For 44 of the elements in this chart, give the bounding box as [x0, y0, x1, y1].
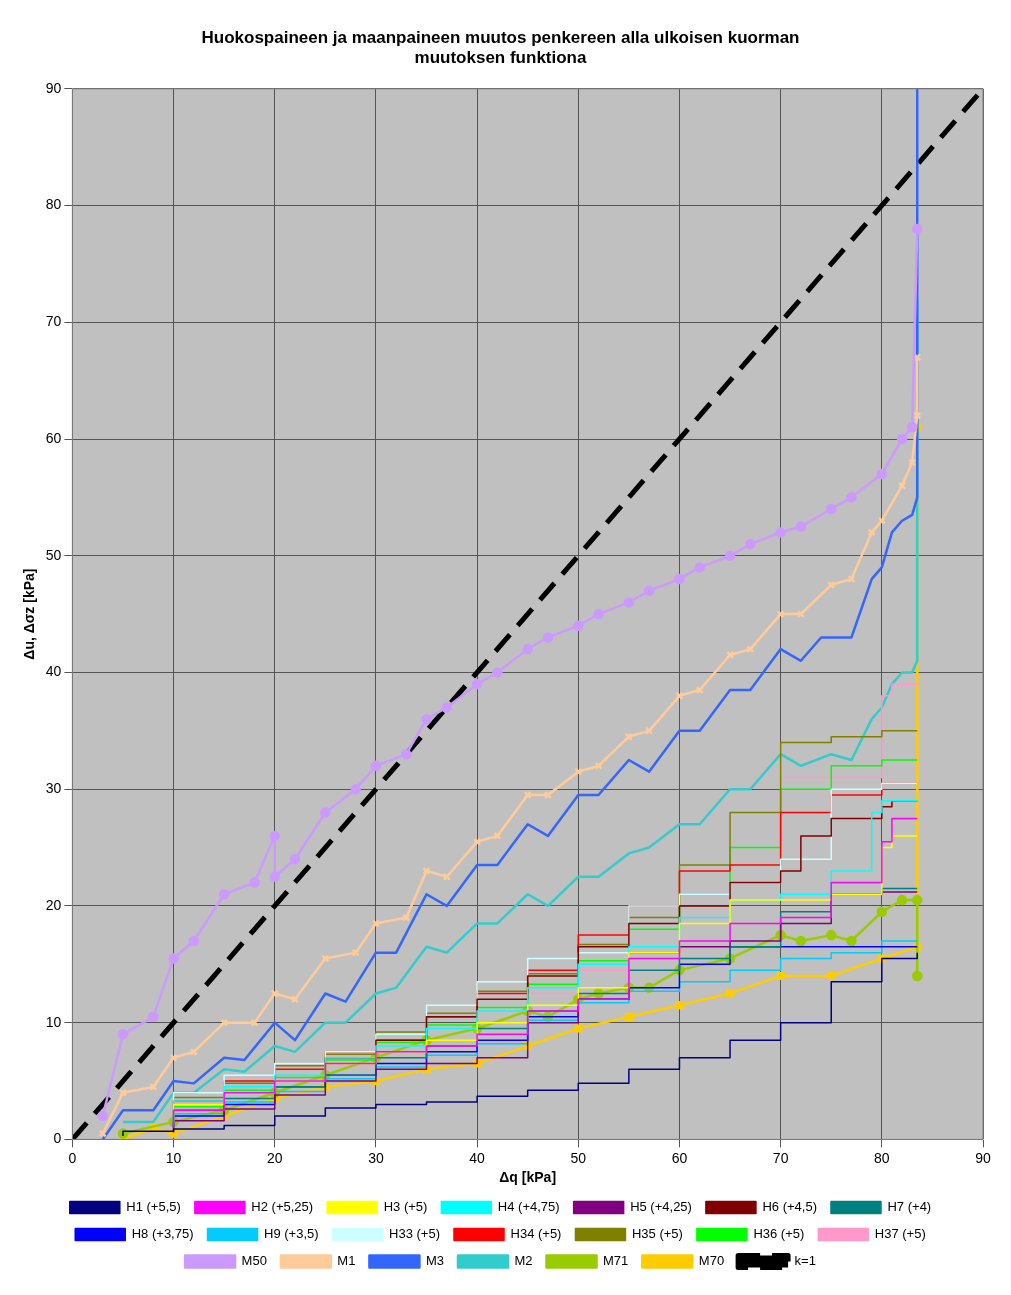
x-tick-label: 80 [874, 1149, 890, 1166]
y-tick-label: 80 [45, 196, 62, 213]
legend-label: M70 [698, 1253, 725, 1269]
legend-label: M1 [337, 1253, 356, 1269]
x-axis-title: Δq [kPa] [499, 1169, 557, 1186]
legend-label: H37 (+5) [874, 1226, 926, 1242]
y-tick-label: 40 [45, 663, 62, 680]
y-tick-label: 10 [45, 1013, 62, 1030]
legend-label: H34 (+5) [510, 1226, 562, 1242]
y-tick-label: 20 [45, 896, 62, 913]
x-tick-label: 20 [266, 1149, 283, 1166]
x-tick-label: 50 [570, 1149, 587, 1166]
y-tick-label: 70 [45, 313, 62, 330]
legend-label: H7 (+4) [887, 1199, 932, 1215]
y-tick-label: 0 [53, 1130, 62, 1147]
legend-label: H36 (+5) [753, 1226, 805, 1242]
legend-label: H33 (+5) [389, 1226, 441, 1242]
chart-title: Huokospaineen ja maanpaineen muutos penkereen alla ulkoisen kuorman muutoksen funktiona [201, 27, 800, 68]
y-tick-label: 30 [45, 780, 62, 797]
legend-label: H8 (+3,75) [131, 1226, 194, 1242]
y-tick-label: 60 [45, 429, 62, 446]
legend-label: k=1 [794, 1253, 816, 1269]
legend-label: M71 [603, 1253, 629, 1269]
x-tick-label: 60 [671, 1149, 688, 1166]
legend-label: H4 (+4,75) [497, 1199, 560, 1215]
legend-label: M3 [425, 1253, 444, 1269]
x-tick-label: 10 [165, 1149, 182, 1166]
x-tick-label: 70 [772, 1149, 789, 1166]
y-axis-title: Δu, Δσz [kPa] [21, 568, 38, 660]
legend-label: H9 (+3,5) [264, 1226, 319, 1242]
legend-label: M50 [241, 1253, 267, 1269]
legend-label: H3 (+5) [383, 1199, 428, 1215]
x-tick-label: 90 [975, 1149, 991, 1166]
legend-label: H35 (+5) [631, 1226, 683, 1242]
legend-label: H6 (+4,5) [762, 1199, 817, 1215]
y-tick-label: 90 [45, 79, 62, 96]
y-tick-label: 50 [45, 546, 62, 563]
legend-label: H5 (+4,25) [630, 1199, 692, 1215]
x-tick-label: 30 [368, 1149, 384, 1166]
legend-label: M2 [514, 1253, 533, 1269]
legend-label: H1 (+5,5) [126, 1199, 181, 1215]
legend-label: H2 (+5,25) [251, 1199, 314, 1215]
x-tick-label: 0 [68, 1149, 77, 1166]
x-tick-label: 40 [469, 1149, 486, 1166]
